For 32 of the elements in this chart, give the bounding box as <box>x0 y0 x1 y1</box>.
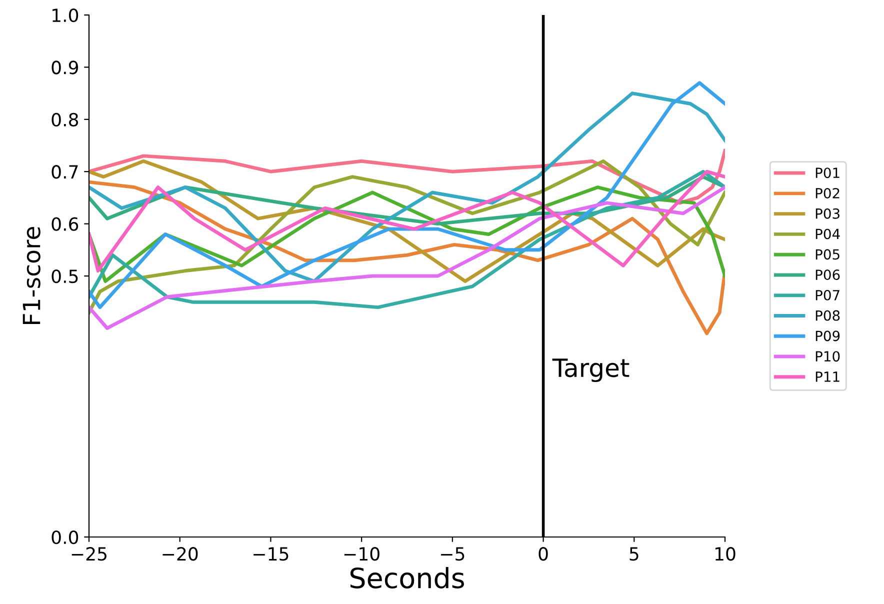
legend-label: P02 <box>816 188 840 198</box>
x-tick-label: −25 <box>72 547 106 561</box>
legend-label: P01 <box>816 168 840 178</box>
x-tick-label: −10 <box>344 547 380 561</box>
legend-label: P03 <box>816 208 840 219</box>
x-tick-label: 5 <box>630 547 638 561</box>
x-axis-title: Seconds <box>350 566 464 588</box>
y-tick-label: 0.6 <box>52 217 78 231</box>
legend-label: P06 <box>816 270 840 280</box>
legend-label: P04 <box>816 228 840 240</box>
x-tick-label: −15 <box>254 547 288 561</box>
line-series <box>89 92 725 283</box>
legend-label: P08 <box>816 310 840 321</box>
y-tick-label: 1.0 <box>52 8 78 22</box>
y-tick-label: 0.5 <box>52 269 78 284</box>
legend-label: P10 <box>816 351 840 362</box>
x-tick-label: −20 <box>162 547 198 561</box>
y-axis-title: F1-score <box>22 226 40 324</box>
y-tick-label: 0.8 <box>52 112 78 127</box>
legend-label: P09 <box>816 330 840 342</box>
y-tick-label: 0.7 <box>52 165 78 179</box>
x-tick-label: 0 <box>538 547 548 561</box>
legend-label: P07 <box>816 290 840 300</box>
legend-label: P05 <box>816 249 840 260</box>
line-series <box>89 81 725 310</box>
legend-label: P11 <box>816 372 840 382</box>
x-tick-label: −5 <box>441 547 464 561</box>
y-tick-label: 0.9 <box>52 60 78 74</box>
ref-line-label: Target <box>552 358 630 382</box>
y-tick-label: 0.0 <box>52 530 78 544</box>
x-tick-label: 10 <box>715 547 736 561</box>
line-series <box>89 170 725 273</box>
